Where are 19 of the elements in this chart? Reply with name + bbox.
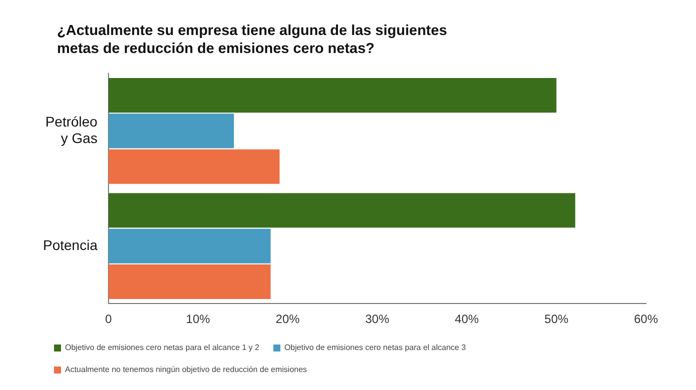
legend-label: Objetivo de emisiones cero netas para el alcance 3 — [284, 343, 466, 352]
x-tick-label: 60% — [634, 312, 658, 326]
chart-title: ¿Actualmente su empresa tiene alguna de las siguientes metas de reducción de emisiones cero netas? — [57, 22, 448, 58]
x-tick-label: 0 — [105, 312, 112, 326]
bar — [108, 228, 271, 264]
x-tick-label: 10% — [186, 312, 210, 326]
x-tick-label: 20% — [276, 312, 300, 326]
x-tick-label: 30% — [365, 312, 390, 326]
legend-label: Objetivo de emisiones cero netas para el alcance 1 y 2 — [65, 343, 260, 352]
y-tick-label: Potencia — [43, 236, 98, 253]
x-tick-label: 40% — [454, 312, 480, 326]
bar — [108, 114, 234, 148]
bar — [108, 149, 280, 184]
y-tick-label: Petróleo y Gas — [45, 113, 98, 146]
bar — [108, 193, 576, 228]
x-tick-label: 50% — [544, 312, 569, 326]
bar — [108, 264, 271, 300]
bar — [108, 78, 556, 113]
legend-label: Actualmente no tenemos ningún objetivo de reducción de emisiones — [65, 365, 307, 374]
